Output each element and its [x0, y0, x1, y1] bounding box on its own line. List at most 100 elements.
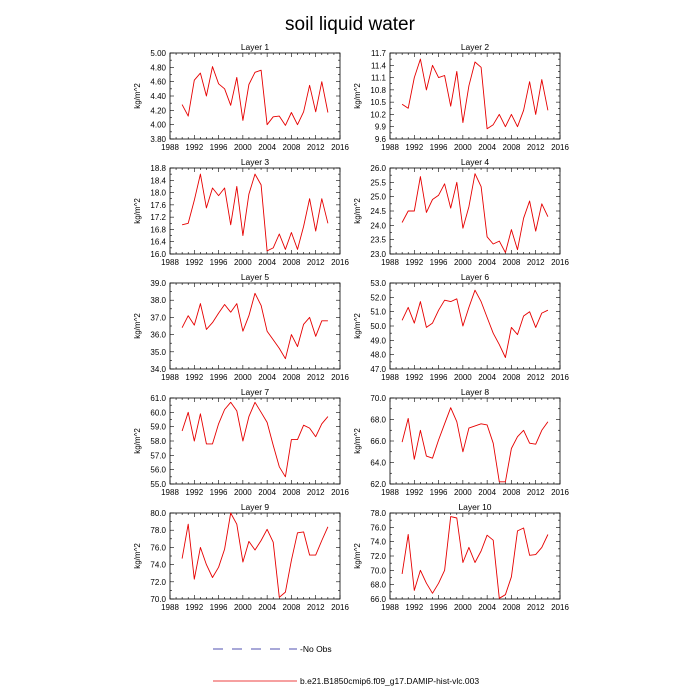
y-tick-label: 68.0 — [370, 581, 386, 590]
x-tick-label: 1996 — [430, 603, 448, 612]
y-tick-label: 56.0 — [150, 466, 166, 475]
y-tick-label: 55.0 — [150, 480, 166, 489]
x-tick-label: 1988 — [381, 488, 399, 497]
y-tick-label: 11.7 — [371, 49, 387, 58]
x-tick-label: 2016 — [331, 143, 349, 152]
y-tick-label: 70.0 — [370, 566, 386, 575]
panel-title: Layer 9 — [241, 502, 270, 512]
y-tick-label: 57.0 — [150, 451, 166, 460]
panel-layer-9: Layer 9 1988 1992 1996 2000 2004 2008 2012 2016 7… — [133, 502, 349, 612]
y-tick-label: 4.00 — [150, 121, 166, 130]
x-tick-label: 2000 — [454, 488, 472, 497]
y-tick-label: 48.0 — [370, 351, 386, 360]
panel-layer-1: Layer 1 1988 1992 1996 2000 2004 2008 2012 2016 3… — [133, 42, 349, 152]
x-tick-label: 2000 — [454, 258, 472, 267]
y-tick-label: 4.20 — [150, 106, 166, 115]
x-tick-label: 1988 — [381, 603, 399, 612]
y-tick-label: 9.6 — [375, 135, 387, 144]
y-axis-label: kg/m^2 — [353, 198, 362, 224]
x-tick-label: 2016 — [551, 373, 569, 382]
x-tick-label: 2000 — [454, 603, 472, 612]
x-tick-label: 2004 — [258, 143, 276, 152]
y-tick-label: 74.0 — [370, 538, 386, 547]
x-tick-label: 1992 — [405, 373, 423, 382]
y-tick-label: 38.0 — [150, 296, 166, 305]
x-tick-label: 2000 — [234, 373, 252, 382]
x-tick-label: 2000 — [234, 488, 252, 497]
x-tick-label: 2012 — [527, 143, 545, 152]
y-tick-label: 39.0 — [150, 279, 166, 288]
series-line — [181, 401, 329, 478]
y-tick-label: 25.5 — [370, 178, 386, 187]
y-tick-label: 52.0 — [370, 293, 386, 302]
x-tick-label: 2000 — [454, 373, 472, 382]
x-tick-label: 2012 — [307, 258, 325, 267]
x-tick-label: 2008 — [283, 488, 301, 497]
x-tick-label: 2004 — [258, 603, 276, 612]
x-tick-label: 2004 — [258, 488, 276, 497]
x-tick-label: 1988 — [161, 488, 179, 497]
x-tick-label: 1992 — [185, 143, 203, 152]
y-tick-label: 23.0 — [370, 250, 386, 259]
y-tick-label: 53.0 — [370, 279, 386, 288]
y-tick-label: 4.80 — [150, 63, 166, 72]
legend-model-label: b.e21.B1850cmip6.f09_g17.DAMIP-hist-vlc.… — [300, 676, 479, 686]
y-axis-label: kg/m^2 — [133, 198, 142, 224]
x-tick-label: 2012 — [527, 603, 545, 612]
panel-layer-3: Layer 3 1988 1992 1996 2000 2004 2008 2012 2016 1… — [133, 157, 349, 267]
panel-title: Layer 6 — [461, 272, 490, 282]
y-tick-label: 24.5 — [370, 207, 386, 216]
panel-layer-5: Layer 5 1988 1992 1996 2000 2004 2008 2012 2016 3… — [133, 272, 349, 382]
x-tick-label: 2012 — [307, 143, 325, 152]
y-tick-label: 80.0 — [150, 509, 166, 518]
figure-title: soil liquid water — [285, 14, 416, 35]
x-tick-label: 1996 — [210, 258, 228, 267]
plot-frame — [169, 52, 341, 140]
x-tick-label: 1992 — [405, 143, 423, 152]
panel-title: Layer 4 — [461, 157, 490, 167]
series-line — [181, 173, 329, 252]
panel-title: Layer 8 — [461, 387, 490, 397]
y-tick-label: 70.0 — [150, 595, 166, 604]
panel-layer-7: Layer 7 1988 1992 1996 2000 2004 2008 2012 2016 5… — [133, 387, 349, 497]
x-tick-label: 2008 — [503, 258, 521, 267]
y-tick-label: 11.1 — [371, 74, 387, 83]
y-tick-label: 49.0 — [370, 336, 386, 345]
y-tick-label: 23.5 — [370, 236, 386, 245]
y-tick-label: 47.0 — [370, 365, 386, 374]
plot-frame — [389, 397, 561, 485]
y-tick-label: 72.0 — [370, 552, 386, 561]
series-line — [401, 58, 549, 130]
y-tick-label: 16.8 — [150, 225, 166, 234]
y-tick-label: 74.0 — [150, 561, 166, 570]
plot-frame — [389, 167, 561, 255]
x-tick-label: 1992 — [405, 488, 423, 497]
x-tick-label: 2016 — [331, 488, 349, 497]
x-tick-label: 2012 — [307, 603, 325, 612]
panel-title: Layer 7 — [241, 387, 270, 397]
plot-frame — [169, 282, 341, 370]
panel-layer-8: Layer 8 1988 1992 1996 2000 2004 2008 2012 2016 6… — [353, 387, 569, 497]
y-tick-label: 17.6 — [150, 201, 166, 210]
series-line — [181, 66, 329, 126]
y-tick-label: 24.0 — [370, 221, 386, 230]
legend: -No Obs b.e21.B1850cmip6.f09_g17.DAMIP-h… — [213, 644, 479, 686]
y-tick-label: 70.0 — [370, 394, 386, 403]
x-tick-label: 2008 — [503, 143, 521, 152]
x-tick-label: 2016 — [551, 258, 569, 267]
y-tick-label: 4.40 — [150, 92, 166, 101]
y-tick-label: 76.0 — [150, 543, 166, 552]
x-tick-label: 1992 — [405, 258, 423, 267]
series-line — [181, 512, 329, 598]
x-tick-label: 1988 — [161, 603, 179, 612]
plot-frame — [389, 52, 561, 140]
y-tick-label: 60.0 — [150, 408, 166, 417]
x-tick-label: 1988 — [381, 373, 399, 382]
y-tick-label: 76.0 — [370, 523, 386, 532]
y-tick-label: 50.0 — [370, 322, 386, 331]
y-tick-label: 3.80 — [150, 135, 166, 144]
x-tick-label: 2016 — [331, 258, 349, 267]
y-axis-label: kg/m^2 — [133, 83, 142, 109]
y-tick-label: 72.0 — [150, 578, 166, 587]
series-line — [401, 289, 549, 358]
